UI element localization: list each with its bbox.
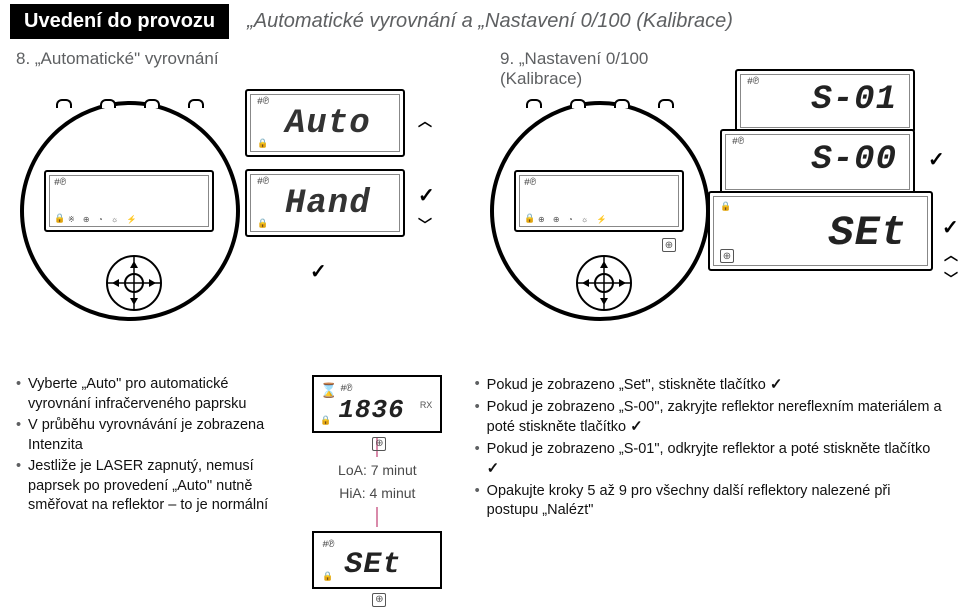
list-item: Vyberte „Auto" pro automatické vyrovnání… (16, 375, 280, 414)
loa-label: LoA: 7 minut (338, 461, 417, 480)
lcd-s00: #℗ S-00 (720, 129, 915, 195)
mode-icons: ※ ⊕ ◔ ☼ ⚡ (68, 215, 139, 224)
rx-label: RX (420, 399, 433, 411)
lcd-1836: ⌛ #℗ 🔒 1836 RX ⊕ (312, 375, 442, 433)
lcd-s01-text: S-01 (811, 81, 897, 119)
lock-icon: 🔒 (322, 570, 333, 582)
list-item: Pokud je zobrazeno „S-01", odkryjte refl… (475, 440, 944, 480)
lcd-hand-text: Hand (285, 185, 371, 223)
hourglass-icon: ⌛ (320, 381, 337, 400)
target-icon: ⊕ (372, 593, 386, 607)
list-item: Pokud je zobrazeno „S-00", zakryjte refl… (475, 398, 944, 438)
lcd-set: 🔒 SEt ⊕ (708, 191, 933, 271)
dial-tabs (526, 99, 674, 108)
target-icon: ⊕ (372, 437, 386, 451)
check-icon: ✓ (487, 460, 500, 477)
hash-icon: #℗ (257, 97, 269, 108)
dial-right-lcd: #℗ 🔒 ⊕ ⊕ ◔ ☼ ⚡ ⊕ (514, 170, 684, 232)
check-icon: ✓ (310, 259, 327, 284)
list-text: Pokud je zobrazeno „S-00", zakryjte refl… (487, 399, 942, 436)
dpad-left[interactable] (106, 255, 162, 311)
target-icon: ⊕ (720, 249, 734, 263)
section8-heading: 8. „Automatické" vyrovnání (16, 49, 219, 69)
dpad-right[interactable] (576, 255, 632, 311)
dial-left-lcd: #℗ 🔒 ※ ⊕ ◔ ☼ ⚡ (44, 170, 214, 232)
mid-column: ⌛ #℗ 🔒 1836 RX ⊕ LoA: 7 minut HiA: 4 min… (304, 375, 451, 589)
target-icon: ⊕ (662, 238, 676, 252)
connector-line (376, 507, 378, 527)
diagram-area: 8. „Automatické" vyrovnání 9. „Nastavení… (0, 49, 960, 369)
check-icon: ✓ (928, 147, 945, 172)
list-item: V průběhu vyrovnávání je zobrazena Inten… (16, 416, 280, 455)
header-subtitle: „Automatické vyrovnání a „Nastavení 0/10… (247, 4, 733, 33)
lcd-s00-text: S-00 (811, 141, 897, 179)
check-icon: ✓ (418, 183, 435, 208)
lock-icon: 🔒 (320, 414, 331, 426)
lock-icon: 🔒 (524, 213, 535, 224)
dial-tabs (56, 99, 204, 108)
header-title: Uvedení do provozu (10, 4, 229, 39)
lcd-set2: #℗ 🔒 SEt ⊕ (312, 531, 442, 589)
list-item: Opakujte kroky 5 až 9 pro všechny další … (475, 482, 944, 521)
hash-icon: #℗ (524, 178, 536, 189)
lock-icon: 🔒 (257, 138, 268, 149)
list-text: Pokud je zobrazeno „Set", stiskněte tlač… (487, 377, 766, 393)
dial-right: #℗ 🔒 ⊕ ⊕ ◔ ☼ ⚡ ⊕ (490, 101, 710, 321)
chevron-down-icon: ﹀ (418, 215, 432, 235)
lock-icon: 🔒 (54, 213, 65, 224)
lcd-auto: #℗ 🔒 Auto (245, 89, 405, 157)
lcd-auto-text: Auto (285, 105, 371, 143)
left-instructions: Vyberte „Auto" pro automatické vyrovnání… (16, 375, 280, 589)
hash-icon: #℗ (54, 178, 66, 189)
lcd-set-text: SEt (828, 209, 907, 257)
chevron-up-icon: ︿ (944, 245, 958, 265)
lcd-s01: #℗ S-01 (735, 69, 915, 133)
check-icon: ✓ (942, 215, 959, 240)
lcd-hand: #℗ 🔒 Hand (245, 169, 405, 237)
chevron-up-icon: ︿ (418, 111, 432, 131)
lock-icon: 🔒 (257, 218, 268, 229)
hash-icon: #℗ (257, 177, 269, 188)
list-text: Pokud je zobrazeno „S-01", odkryjte refl… (487, 441, 931, 457)
lock-icon: 🔒 (720, 201, 731, 212)
list-item: Pokud je zobrazeno „Set", stiskněte tlač… (475, 375, 944, 396)
mode-icons: ⊕ ⊕ ◔ ☼ ⚡ (538, 215, 609, 224)
bottom-row: Vyberte „Auto" pro automatické vyrovnání… (0, 369, 960, 589)
dial-left: #℗ 🔒 ※ ⊕ ◔ ☼ ⚡ (20, 101, 240, 321)
check-icon: ✓ (770, 376, 783, 393)
right-instructions: Pokud je zobrazeno „Set", stiskněte tlač… (475, 375, 944, 589)
section9-heading: 9. „Nastavení 0/100 (Kalibrace) (500, 49, 648, 89)
page-header: Uvedení do provozu „Automatické vyrovnán… (0, 0, 960, 49)
hia-label: HiA: 4 minut (339, 484, 415, 503)
hash-icon: #℗ (732, 137, 744, 148)
chevron-down-icon: ﹀ (944, 269, 958, 289)
lcd-set2-text: SEt (344, 545, 401, 586)
check-icon: ✓ (630, 418, 643, 435)
hash-icon: #℗ (322, 539, 334, 553)
lcd-1836-text: 1836 (338, 393, 404, 428)
list-item: Jestliže je LASER zapnutý, nemusí paprse… (16, 457, 280, 516)
hash-icon: #℗ (747, 77, 759, 88)
